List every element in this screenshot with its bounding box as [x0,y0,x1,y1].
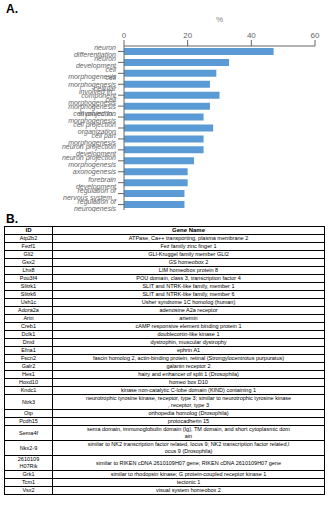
svg-text:40: 40 [247,31,256,40]
svg-text:regulation ofneurogenesis: regulation ofneurogenesis [74,198,117,212]
svg-text:cellmorphogenesis: cellmorphogenesis [68,66,116,81]
svg-text:20: 20 [183,31,192,40]
svg-text:0: 0 [122,31,127,40]
svg-text:neuron projectionmorphogenesis: neuron projectionmorphogenesis [62,154,117,169]
svg-text:60: 60 [311,31,320,40]
svg-text:%: % [216,16,223,24]
